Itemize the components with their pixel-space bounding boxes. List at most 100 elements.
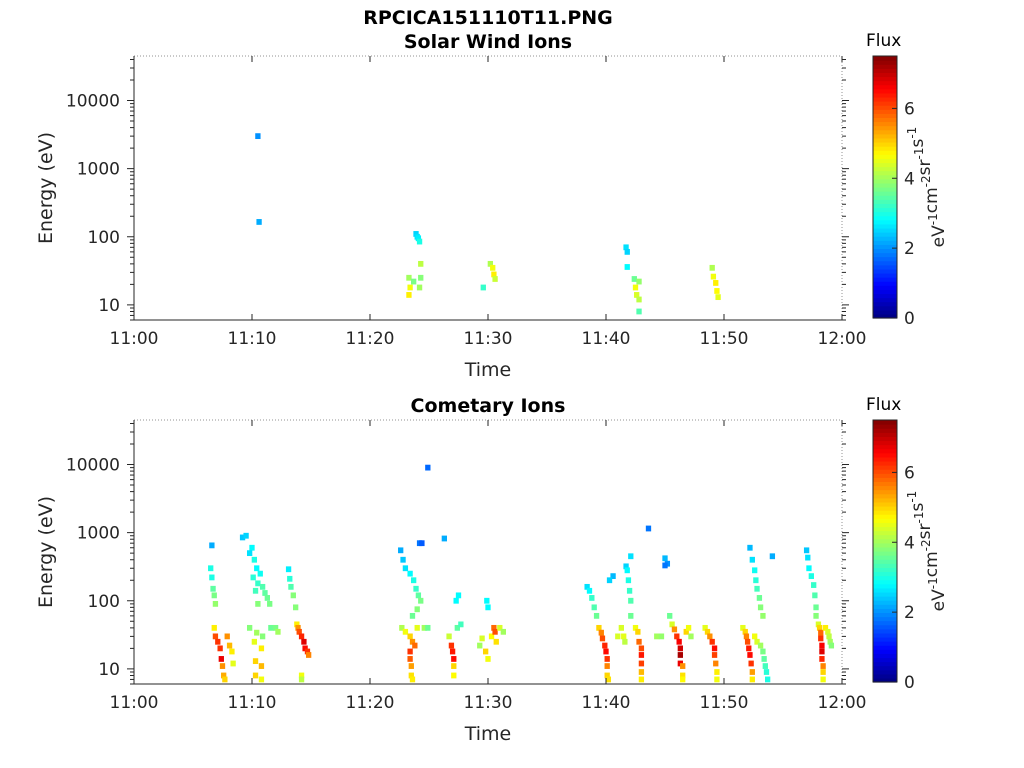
flux-cell xyxy=(638,669,645,675)
colorbar-segment xyxy=(873,596,897,601)
flux-cell xyxy=(632,284,639,291)
flux-cell xyxy=(584,583,590,590)
flux-cell xyxy=(298,633,305,640)
flux-cell xyxy=(411,278,417,285)
flux-cell xyxy=(400,556,406,563)
flux-cell xyxy=(634,292,640,298)
flux-cell xyxy=(258,676,265,683)
plot-area-solar-wind xyxy=(134,56,842,320)
x-axis-label: Time xyxy=(464,359,512,381)
flux-cell xyxy=(259,633,266,640)
flux-cell xyxy=(255,580,261,587)
flux-cell xyxy=(747,544,753,551)
colorbar-segment xyxy=(873,117,897,123)
flux-cell xyxy=(267,600,273,607)
flux-cell xyxy=(425,624,431,631)
flux-cell xyxy=(704,628,711,635)
flux-cell xyxy=(628,553,634,560)
colorbar-segment xyxy=(873,285,897,290)
flux-cell xyxy=(816,624,823,631)
flux-cell xyxy=(820,676,826,683)
colorbar-segment xyxy=(873,669,897,675)
flux-cell xyxy=(586,587,593,594)
flux-cell xyxy=(416,238,423,245)
flux-cell xyxy=(492,628,498,635)
flux-cell xyxy=(418,260,424,267)
flux-cell xyxy=(811,582,817,588)
flux-cell xyxy=(636,308,642,315)
flux-cell xyxy=(458,621,464,628)
colorbar-segment xyxy=(873,113,897,118)
flux-cell xyxy=(246,624,253,631)
flux-cell xyxy=(294,621,300,628)
flux-cell xyxy=(415,235,422,242)
colorbar-segment xyxy=(873,673,897,679)
flux-cell xyxy=(602,642,608,649)
colorbar-segment xyxy=(873,199,897,204)
plot-area-cometary xyxy=(134,420,842,684)
flux-cell xyxy=(211,624,217,631)
flux-cell xyxy=(239,534,246,541)
flux-cell xyxy=(625,577,632,584)
flux-cell xyxy=(302,645,308,652)
flux-cell xyxy=(305,652,312,658)
colorbar-segment xyxy=(873,236,897,241)
colorbar-segment xyxy=(873,522,897,528)
flux-cell xyxy=(604,672,610,679)
colorbar-segment xyxy=(873,420,897,425)
flux-cell xyxy=(415,592,422,599)
colorbar-segment xyxy=(873,170,897,176)
flux-cell xyxy=(763,669,770,675)
colorbar-segment xyxy=(873,436,897,442)
colorbar-segment xyxy=(873,141,897,147)
flux-cell xyxy=(258,645,265,652)
colorbar-segment xyxy=(873,505,897,511)
colorbar-segment xyxy=(873,481,897,487)
unit-exponent: -2 xyxy=(919,175,933,187)
colorbar-segment xyxy=(873,219,897,225)
colorbar-segment xyxy=(873,469,897,474)
y-tick-label: 1000 xyxy=(77,160,120,180)
colorbar-segment xyxy=(873,567,897,573)
flux-cell xyxy=(623,563,629,570)
flux-cell xyxy=(209,574,215,581)
flux-cell xyxy=(709,638,715,645)
flux-cell xyxy=(218,656,224,662)
flux-cell xyxy=(683,628,689,635)
flux-cell xyxy=(409,612,416,619)
colorbar-tick-label: 2 xyxy=(904,603,915,623)
flux-cell xyxy=(715,294,721,301)
flux-cell xyxy=(414,606,420,613)
flux-cell xyxy=(808,573,814,580)
flux-cell xyxy=(812,592,818,599)
flux-cell xyxy=(411,577,417,584)
flux-cell xyxy=(591,604,597,611)
colorbar-segment xyxy=(873,256,897,262)
colorbar-segment xyxy=(873,146,897,151)
colorbar-segment xyxy=(873,203,897,209)
colorbar-segment xyxy=(873,84,897,90)
colorbar-segment xyxy=(873,68,897,73)
flux-cell xyxy=(252,587,259,594)
flux-cell xyxy=(255,600,261,607)
flux-cell xyxy=(258,663,265,669)
flux-cell xyxy=(243,532,249,539)
flux-cell xyxy=(589,595,595,601)
flux-cell xyxy=(451,663,457,669)
flux-cell xyxy=(819,642,825,649)
colorbar-segment xyxy=(873,133,897,139)
colorbar-segment xyxy=(873,641,897,646)
colorbar-frame xyxy=(872,55,898,319)
flux-cell xyxy=(446,633,452,640)
colorbar-segment xyxy=(873,465,897,470)
x-tick-label: 11:00 xyxy=(110,329,159,349)
flux-cell xyxy=(407,284,413,291)
colorbar-segment xyxy=(873,166,897,172)
colorbar-segment xyxy=(873,56,897,61)
flux-cell xyxy=(762,663,768,669)
flux-cell xyxy=(398,547,404,554)
colorbar-segment xyxy=(873,473,897,478)
colorbar-segment xyxy=(873,497,897,503)
x-tick-label: 11:40 xyxy=(582,329,631,349)
x-tick-label: 11:20 xyxy=(346,693,395,713)
